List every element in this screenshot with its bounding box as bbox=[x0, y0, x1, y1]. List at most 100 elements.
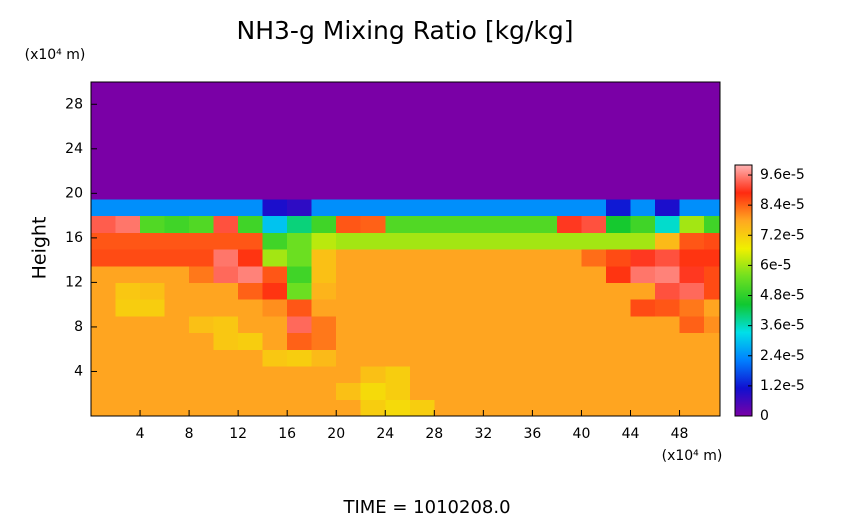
heatmap-cell bbox=[189, 198, 215, 217]
heatmap-cell bbox=[458, 182, 484, 200]
heatmap-cell bbox=[458, 215, 484, 233]
heatmap-cell bbox=[262, 182, 288, 200]
heatmap-cell bbox=[238, 249, 264, 267]
heatmap-cell bbox=[189, 299, 215, 317]
heatmap-cell bbox=[360, 82, 386, 100]
heatmap-cell bbox=[507, 232, 534, 250]
y-tick-label: 4 bbox=[74, 363, 83, 379]
heatmap-cell bbox=[630, 165, 656, 183]
plot-frame bbox=[90, 81, 721, 417]
heatmap-cell bbox=[385, 299, 411, 317]
heatmap-cell bbox=[238, 165, 264, 183]
heatmap-cell bbox=[556, 365, 583, 384]
heatmap-cell bbox=[91, 232, 117, 250]
heatmap-cell bbox=[140, 232, 166, 250]
heatmap-cell bbox=[336, 98, 362, 116]
heatmap-cell bbox=[287, 232, 313, 250]
heatmap-cell bbox=[458, 249, 484, 267]
heatmap-cell bbox=[115, 148, 141, 167]
heatmap-cell bbox=[556, 182, 583, 200]
heatmap-cell bbox=[630, 215, 656, 233]
heatmap-cell bbox=[532, 349, 558, 367]
heatmap-cell bbox=[140, 249, 166, 267]
heatmap-cell bbox=[213, 349, 239, 367]
heatmap-cell bbox=[630, 132, 656, 150]
heatmap-cell bbox=[704, 349, 720, 367]
heatmap-cell bbox=[287, 215, 313, 233]
heatmap-cell bbox=[287, 315, 313, 334]
heatmap-cell bbox=[140, 399, 166, 416]
heatmap-cell bbox=[336, 82, 362, 100]
heatmap-cell bbox=[655, 365, 681, 384]
heatmap-cell bbox=[434, 215, 460, 233]
heatmap-cell bbox=[704, 365, 720, 384]
heatmap-cell bbox=[409, 365, 435, 384]
heatmap-cell bbox=[581, 332, 607, 350]
heatmap-cell bbox=[556, 115, 583, 133]
heatmap-cell bbox=[605, 82, 632, 100]
heatmap-cell bbox=[532, 198, 558, 217]
heatmap-cell bbox=[679, 315, 705, 334]
heatmap-cell bbox=[311, 115, 337, 133]
colorbar-tick-label: 1.2e-5 bbox=[760, 378, 805, 394]
heatmap-cell bbox=[91, 299, 117, 317]
heatmap-cell bbox=[262, 315, 288, 334]
heatmap-cell bbox=[164, 98, 190, 116]
heatmap-cell bbox=[140, 265, 166, 283]
heatmap-cell bbox=[434, 82, 460, 100]
heatmap-cell bbox=[434, 232, 460, 250]
heatmap-cell bbox=[189, 265, 215, 283]
heatmap-cell bbox=[458, 148, 484, 167]
heatmap-cell bbox=[164, 132, 190, 150]
heatmap-cell bbox=[238, 365, 264, 384]
y-tick-label: 12 bbox=[65, 274, 83, 290]
heatmap-cell bbox=[360, 115, 386, 133]
heatmap-cell bbox=[336, 365, 362, 384]
heatmap-cell bbox=[556, 82, 583, 100]
colorbar-tick-label: 4.8e-5 bbox=[760, 288, 805, 304]
heatmap-cell bbox=[311, 332, 337, 350]
heatmap-cell bbox=[532, 82, 558, 100]
heatmap-cell bbox=[507, 282, 534, 300]
heatmap-cell bbox=[532, 282, 558, 300]
heatmap-cell bbox=[556, 132, 583, 150]
heatmap-cell bbox=[605, 98, 632, 116]
heatmap-cell bbox=[458, 315, 484, 334]
heatmap-cell bbox=[115, 132, 141, 150]
heatmap-cell bbox=[91, 332, 117, 350]
heatmap-cell bbox=[262, 282, 288, 300]
heatmap-cell bbox=[360, 165, 386, 183]
heatmap-cell bbox=[91, 215, 117, 233]
heatmap-cell bbox=[213, 282, 239, 300]
heatmap-cell bbox=[483, 198, 509, 217]
y-unit-label: (x10⁴ m) bbox=[25, 47, 86, 63]
heatmap-cell bbox=[385, 165, 411, 183]
y-axis-label: Height bbox=[29, 217, 51, 280]
heatmap-cell bbox=[409, 198, 435, 217]
heatmap-cell bbox=[434, 249, 460, 267]
heatmap-cell bbox=[483, 365, 509, 384]
heatmap-cell bbox=[434, 265, 460, 283]
heatmap-cell bbox=[140, 198, 166, 217]
heatmap-cell bbox=[311, 132, 337, 150]
heatmap-cell bbox=[483, 232, 509, 250]
heatmap-cell bbox=[287, 165, 313, 183]
heatmap-cell bbox=[458, 299, 484, 317]
heatmap-cell bbox=[630, 332, 656, 350]
x-tick-label: 20 bbox=[327, 426, 345, 442]
heatmap-cell bbox=[556, 249, 583, 267]
heatmap-cell bbox=[213, 98, 239, 116]
heatmap-cell bbox=[409, 282, 435, 300]
heatmap-cell bbox=[679, 182, 705, 200]
heatmap-cell bbox=[91, 282, 117, 300]
heatmap-cell bbox=[507, 165, 534, 183]
heatmap-cell bbox=[483, 115, 509, 133]
heatmap-cell bbox=[556, 165, 583, 183]
heatmap-cell bbox=[287, 82, 313, 100]
heatmap-cell bbox=[458, 132, 484, 150]
heatmap-cell bbox=[532, 98, 558, 116]
heatmap-cell bbox=[655, 182, 681, 200]
heatmap-cell bbox=[336, 165, 362, 183]
heatmap-cell bbox=[655, 249, 681, 267]
heatmap-cell bbox=[140, 182, 166, 200]
